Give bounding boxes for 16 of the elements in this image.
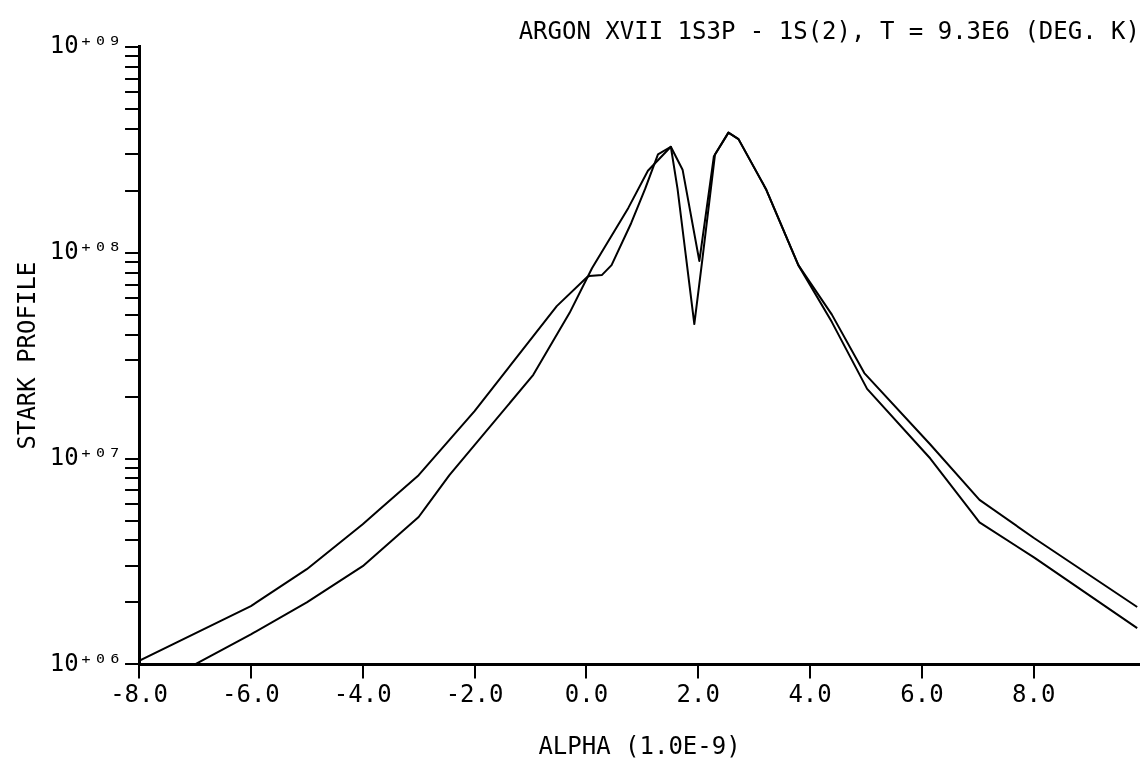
chart-title: ARGON XVII 1S3P - 1S(2), T = 9.3E6 (DEG. K) <box>518 16 1140 45</box>
x-tick-label: 6.0 <box>900 680 944 709</box>
y-tick-label: 10⁺⁰⁶ <box>49 648 123 677</box>
x-tick-label: -6.0 <box>221 680 280 709</box>
x-tick-label: -4.0 <box>333 680 392 709</box>
x-tick-label: 0.0 <box>564 680 609 709</box>
x-tick-label: 4.0 <box>788 680 832 709</box>
x-tick-label: -2.0 <box>445 680 504 709</box>
y-tick-label: 10⁺⁰⁷ <box>49 442 123 471</box>
y-tick-label: 10⁺⁰⁹ <box>49 31 123 60</box>
x-tick-label: 8.0 <box>1012 680 1056 709</box>
y-axis-title: STARK PROFILE <box>12 261 41 450</box>
y-tick-label: 10⁺⁰⁸ <box>49 236 123 265</box>
x-tick-label: 2.0 <box>676 680 720 709</box>
x-tick-label: -8.0 <box>110 680 168 709</box>
x-axis-title: ALPHA (1.0E-9) <box>538 731 741 760</box>
